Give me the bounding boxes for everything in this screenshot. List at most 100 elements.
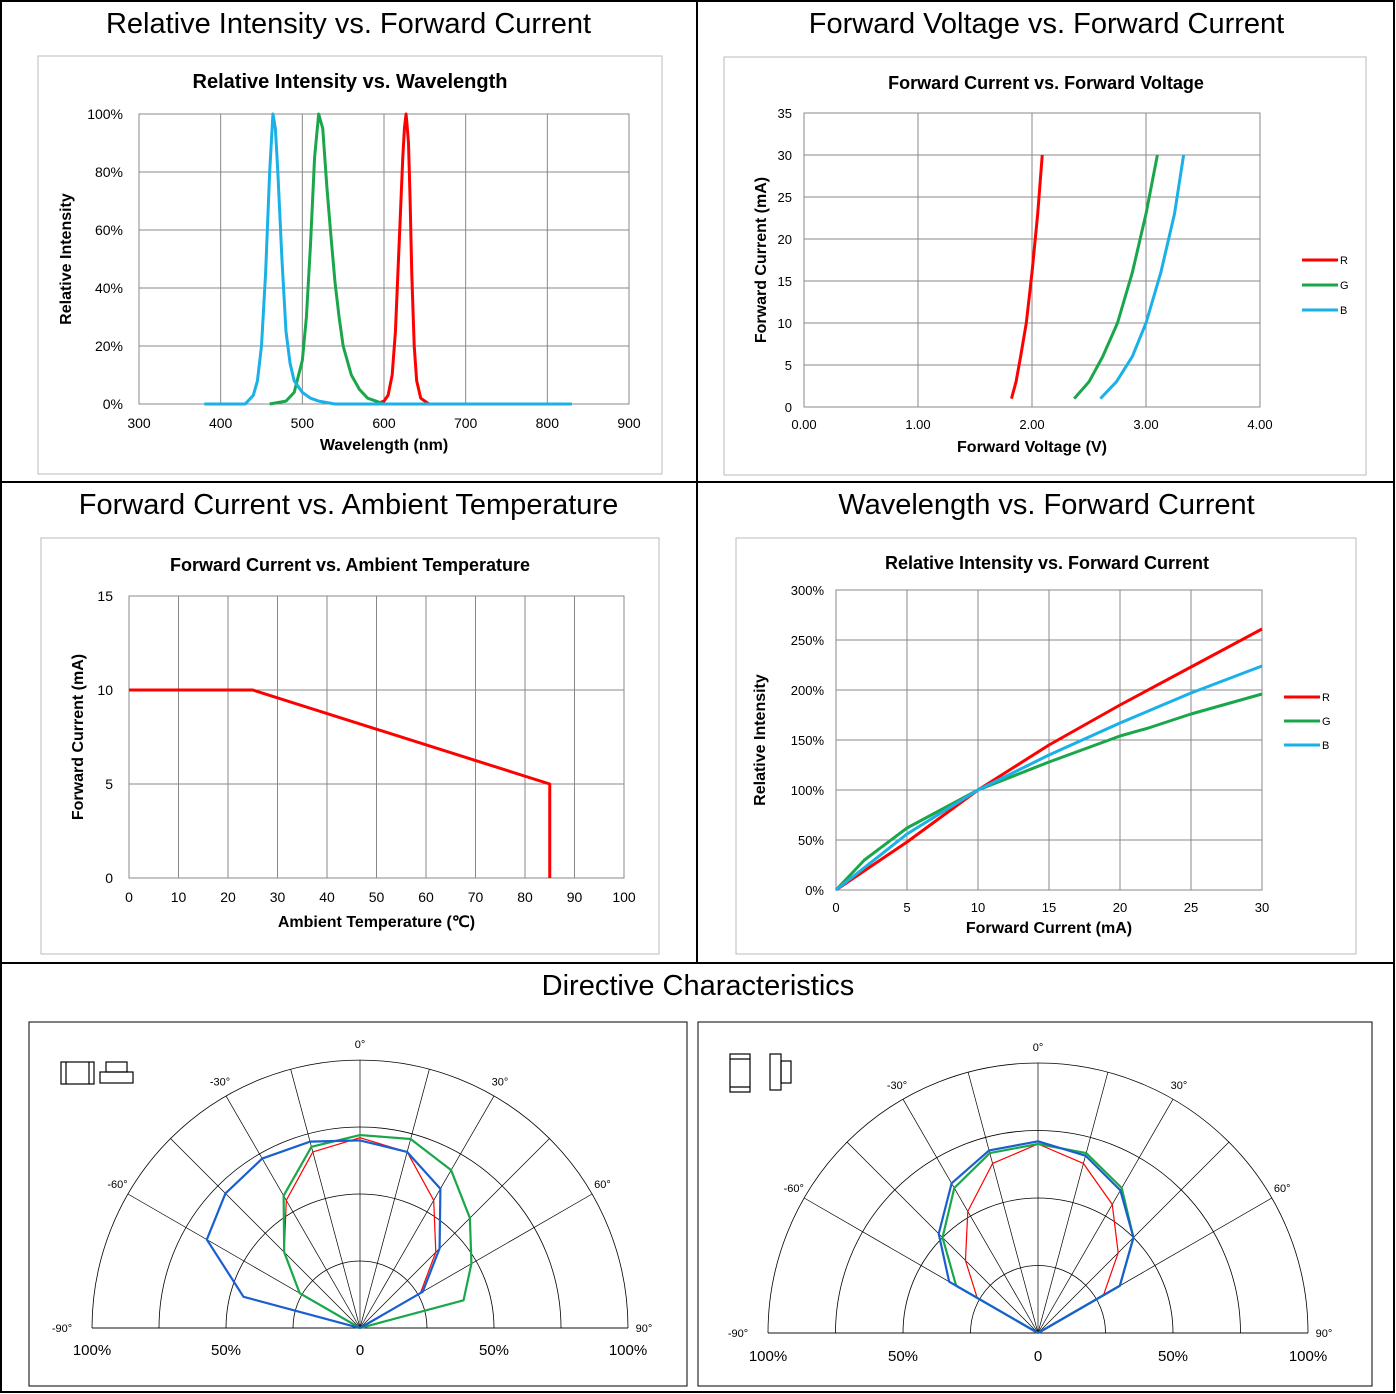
x-axis-label: Wavelength (nm) <box>320 437 448 454</box>
cell-title-mid-left: Forward Current vs. Ambient Temperature <box>78 489 619 521</box>
package-top-view-icon <box>60 1061 95 1085</box>
plot-area <box>803 112 1261 408</box>
polar-radial-label: 100% <box>73 1342 111 1359</box>
legend-label: G <box>1322 716 1331 728</box>
polar-angle-label: 60° <box>1274 1183 1291 1195</box>
x-tick-label: 25 <box>1184 900 1198 915</box>
y-tick-label: 35 <box>778 106 792 121</box>
y-tick-label: 250% <box>791 633 825 648</box>
y-tick-label: 300% <box>791 583 825 598</box>
y-axis-label: Forward Current (mA) <box>70 654 87 820</box>
series-line-B <box>835 664 1263 892</box>
cell-title-bottom: Directive Characteristics <box>541 970 855 1002</box>
x-tick-label: 400 <box>209 415 233 431</box>
polar-spoke <box>1037 1072 1109 1334</box>
x-tick-label: 30 <box>270 889 286 905</box>
x-tick-label: 40 <box>319 889 335 905</box>
y-axis-label: Relative Intensity <box>58 193 75 325</box>
polar-spoke <box>359 1138 550 1329</box>
x-tick-label: 2.00 <box>1019 417 1044 432</box>
y-tick-label: 15 <box>778 274 792 289</box>
y-tick-label: 150% <box>791 733 825 748</box>
polar-spoke <box>170 1138 361 1329</box>
x-tick-label: 10 <box>171 889 187 905</box>
y-tick-label: 15 <box>97 588 113 604</box>
polar-angle-label: 30° <box>492 1077 509 1089</box>
polar-spoke <box>1037 1098 1174 1334</box>
series-line-G <box>834 692 1263 892</box>
y-tick-label: 0 <box>105 870 113 886</box>
polar-series-G <box>282 1133 473 1330</box>
x-tick-label: 0 <box>125 889 133 905</box>
polar-series-blue_pol <box>205 1139 442 1330</box>
polar-series-blue_pol <box>937 1140 1135 1334</box>
polar-angle-label: 0° <box>355 1039 366 1051</box>
derating-chart-box <box>40 537 660 955</box>
x-tick-label: 30 <box>1255 900 1269 915</box>
x-tick-label: 50 <box>369 889 385 905</box>
y-tick-label: 20 <box>778 232 792 247</box>
polar-radial-label: 50% <box>1158 1348 1188 1365</box>
y-tick-label: 30 <box>778 148 792 163</box>
x-tick-label: 10 <box>971 900 985 915</box>
polar-radial-label: 0 <box>1034 1348 1042 1365</box>
polar-spoke <box>290 1069 361 1329</box>
cell-title-top-left: Relative Intensity vs. Forward Current <box>105 8 592 40</box>
polar-angle-label: 90° <box>636 1323 653 1335</box>
polar-radial-label: 0 <box>356 1342 364 1359</box>
y-tick-label: 20% <box>95 338 123 354</box>
chart-title: Relative Intensity vs. Wavelength <box>193 71 508 93</box>
series-line-G <box>269 112 401 406</box>
polar-angle-label: 60° <box>594 1179 611 1191</box>
cell-title-top-right: Forward Voltage vs. Forward Current <box>808 8 1285 40</box>
polar-angle-label: 30° <box>1171 1080 1188 1092</box>
x-tick-label: 70 <box>468 889 484 905</box>
polar-radial-label: 100% <box>749 1348 787 1365</box>
y-tick-label: 0% <box>103 396 123 412</box>
series-line-G <box>1073 154 1159 400</box>
polar-left-box <box>28 1021 688 1387</box>
chart-title: Forward Current vs. Ambient Temperature <box>170 555 530 575</box>
polar-spoke <box>225 1095 361 1329</box>
polar-angle-label: -90° <box>728 1328 748 1340</box>
package-front-view-icon <box>729 1053 751 1093</box>
polar-spoke <box>967 1072 1039 1334</box>
x-tick-label: 0 <box>832 900 839 915</box>
polar-spoke <box>359 1095 495 1329</box>
y-tick-label: 5 <box>785 358 792 373</box>
y-tick-label: 0 <box>785 400 792 415</box>
y-tick-label: 200% <box>791 683 825 698</box>
x-axis-label: Forward Current (mA) <box>966 920 1132 937</box>
package-end-view-icon <box>769 1053 792 1091</box>
polar-angle-label: 90° <box>1316 1328 1333 1340</box>
legend-label: G <box>1340 280 1349 292</box>
legend-label: R <box>1322 692 1330 704</box>
y-tick-label: 60% <box>95 222 123 238</box>
plot-area <box>835 589 1263 891</box>
x-tick-label: 100 <box>612 889 636 905</box>
chart-title: Relative Intensity vs. Forward Current <box>885 553 1209 573</box>
y-axis-label: Forward Current (mA) <box>753 177 770 343</box>
y-tick-label: 100% <box>87 106 123 122</box>
plot-area <box>128 595 625 879</box>
x-tick-label: 1.00 <box>905 417 930 432</box>
polar-radial-label: 100% <box>609 1342 647 1359</box>
x-axis-label: Forward Voltage (V) <box>957 439 1107 456</box>
x-tick-label: 90 <box>567 889 583 905</box>
x-tick-label: 5 <box>903 900 910 915</box>
polar-angle-label: -30° <box>887 1080 907 1092</box>
polar-radial-label: 50% <box>211 1342 241 1359</box>
polar-spoke <box>902 1098 1039 1334</box>
legend-label: B <box>1322 740 1329 752</box>
series-line-R <box>1010 154 1044 399</box>
x-tick-label: 15 <box>1042 900 1056 915</box>
iv-chart-box <box>723 56 1367 476</box>
polar-angle-label: 0° <box>1033 1042 1044 1054</box>
y-tick-label: 80% <box>95 164 123 180</box>
